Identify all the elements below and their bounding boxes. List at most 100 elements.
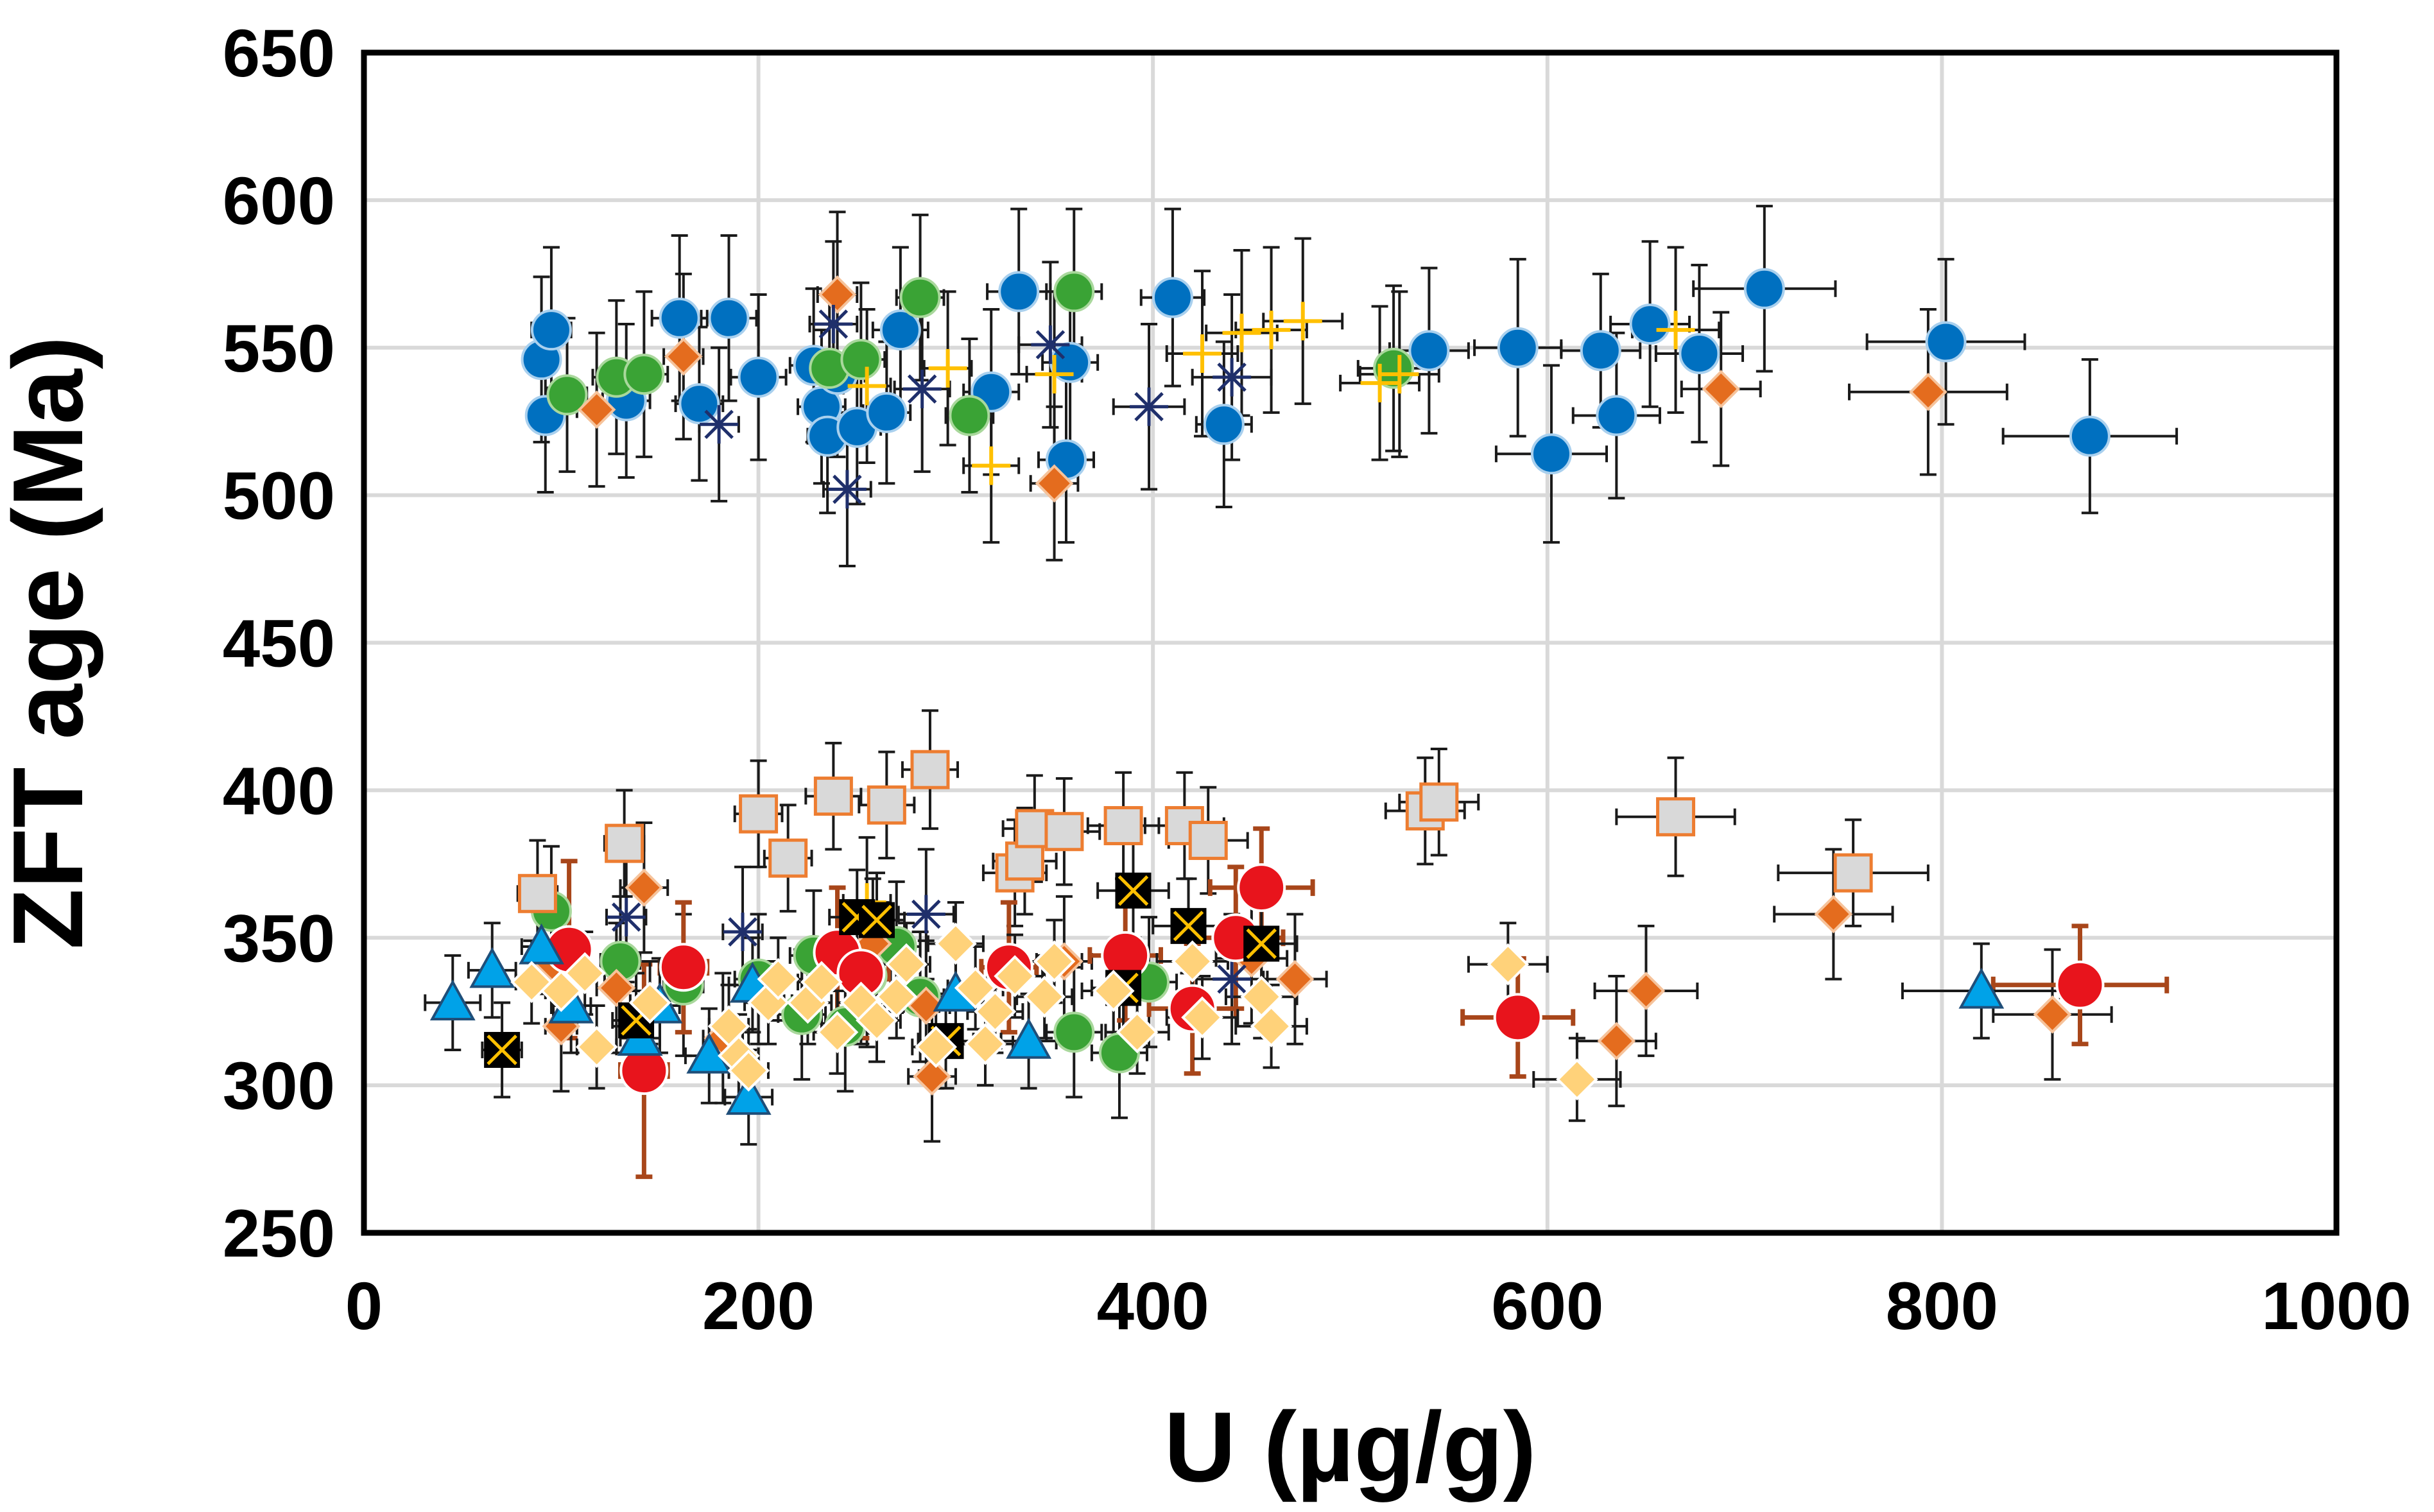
data-point-s2 xyxy=(949,395,990,436)
data-point-s6 xyxy=(813,777,853,816)
data-point-s6 xyxy=(739,794,779,834)
data-point-s10 xyxy=(628,981,671,1024)
data-point-s10 xyxy=(575,1026,618,1069)
data-point-s3 xyxy=(1035,464,1074,503)
y-tick-label: 500 xyxy=(223,459,335,534)
y-tick-label: 250 xyxy=(223,1196,335,1271)
data-point-s4 xyxy=(902,370,942,409)
data-point-s1 xyxy=(1530,433,1572,475)
data-point-s5 xyxy=(1035,355,1074,394)
x-tick-label: 600 xyxy=(1491,1269,1603,1344)
data-point-s3 xyxy=(913,1057,951,1096)
data-point-s10 xyxy=(875,975,918,1018)
data-point-s5 xyxy=(1252,311,1291,350)
marker-cross xyxy=(1173,911,1204,941)
data-point-s8 xyxy=(1006,1018,1051,1059)
data-point-s2 xyxy=(623,354,665,395)
data-point-s9 xyxy=(858,902,895,938)
data-point-s2 xyxy=(1053,271,1095,313)
data-point-s10 xyxy=(1033,940,1076,983)
marker-cross xyxy=(1246,928,1277,959)
data-point-s1 xyxy=(998,271,1040,313)
data-point-s5 xyxy=(1222,313,1261,352)
data-point-s6 xyxy=(867,785,906,825)
data-point-s5 xyxy=(1283,302,1322,341)
data-point-s10 xyxy=(856,999,898,1042)
data-point-s2 xyxy=(899,277,941,318)
y-tick-label: 650 xyxy=(223,16,335,91)
data-point-s10 xyxy=(974,990,1017,1033)
data-point-s2 xyxy=(1373,347,1415,389)
data-point-s1 xyxy=(530,309,572,351)
data-point-s4 xyxy=(906,895,945,934)
data-point-s5 xyxy=(1183,334,1222,373)
data-point-s10 xyxy=(964,1022,1006,1065)
data-point-s1 xyxy=(659,297,700,339)
y-tick-label: 400 xyxy=(223,753,335,829)
data-point-s10 xyxy=(1487,943,1530,986)
data-point-s6 xyxy=(1103,806,1143,846)
data-point-s1 xyxy=(879,309,921,351)
data-point-s1 xyxy=(738,356,779,398)
x-tick-label: 400 xyxy=(1097,1269,1209,1344)
data-point-s8 xyxy=(519,923,564,965)
grid-lines xyxy=(364,53,2336,1233)
data-point-s10 xyxy=(1171,940,1214,983)
data-point-s3 xyxy=(1909,372,1947,411)
data-point-s3 xyxy=(597,968,636,1008)
data-point-s9 xyxy=(484,1031,521,1068)
data-markers xyxy=(429,268,2110,1115)
data-point-s1 xyxy=(708,297,750,339)
data-point-s5 xyxy=(1656,311,1695,350)
data-point-s3 xyxy=(625,868,664,907)
x-tick-labels: 0 200 400 600 800 1000 xyxy=(345,1269,2412,1344)
data-point-s4 xyxy=(723,913,763,952)
data-point-s1 xyxy=(1203,404,1245,445)
data-point-s6 xyxy=(517,873,557,913)
x-axis-label: U (µg/g) xyxy=(1164,1391,1537,1502)
data-point-s1 xyxy=(1679,332,1720,374)
data-point-s1 xyxy=(2069,415,2110,457)
data-point-s3 xyxy=(664,337,703,376)
data-point-s10 xyxy=(935,922,977,965)
x-tick-label: 800 xyxy=(1886,1269,1998,1344)
x-tick-label: 0 xyxy=(345,1269,383,1344)
data-point-s1 xyxy=(1580,330,1621,372)
data-point-s1 xyxy=(866,391,908,433)
y-tick-label: 550 xyxy=(223,311,335,386)
data-point-s6 xyxy=(1188,821,1228,861)
data-point-s3 xyxy=(2033,995,2072,1034)
data-point-s10 xyxy=(727,1049,770,1092)
data-point-s10 xyxy=(1116,1011,1159,1054)
data-point-s6 xyxy=(1005,841,1044,881)
data-point-s6 xyxy=(768,838,808,878)
data-point-s3 xyxy=(1814,895,1853,934)
data-point-s10 xyxy=(885,943,928,986)
data-point-s7 xyxy=(659,943,708,992)
data-point-s9 xyxy=(1170,907,1207,944)
y-tick-label: 300 xyxy=(223,1049,335,1124)
y-tick-label: 350 xyxy=(223,901,335,976)
data-point-s5 xyxy=(847,366,886,406)
data-point-s2 xyxy=(840,339,882,381)
data-point-s7 xyxy=(1493,993,1542,1042)
data-point-s5 xyxy=(972,446,1011,485)
marker-cross xyxy=(1118,875,1149,906)
data-point-s3 xyxy=(818,275,857,314)
data-point-s10 xyxy=(816,1011,859,1054)
data-point-s7 xyxy=(2055,960,2105,1009)
data-point-s6 xyxy=(1419,782,1459,822)
data-point-s10 xyxy=(994,955,1036,997)
data-point-s4 xyxy=(1213,357,1252,397)
data-point-s4 xyxy=(700,405,739,444)
data-point-s10 xyxy=(1092,970,1135,1012)
data-point-s10 xyxy=(915,1026,957,1069)
data-point-s4 xyxy=(1213,959,1252,999)
data-point-s7 xyxy=(1237,863,1286,913)
data-point-s8 xyxy=(686,1033,732,1074)
data-point-s10 xyxy=(1556,1058,1598,1101)
data-point-s8 xyxy=(725,1074,772,1115)
data-point-s1 xyxy=(1152,277,1193,318)
y-tick-label: 450 xyxy=(223,606,335,682)
data-point-s9 xyxy=(1115,872,1152,909)
